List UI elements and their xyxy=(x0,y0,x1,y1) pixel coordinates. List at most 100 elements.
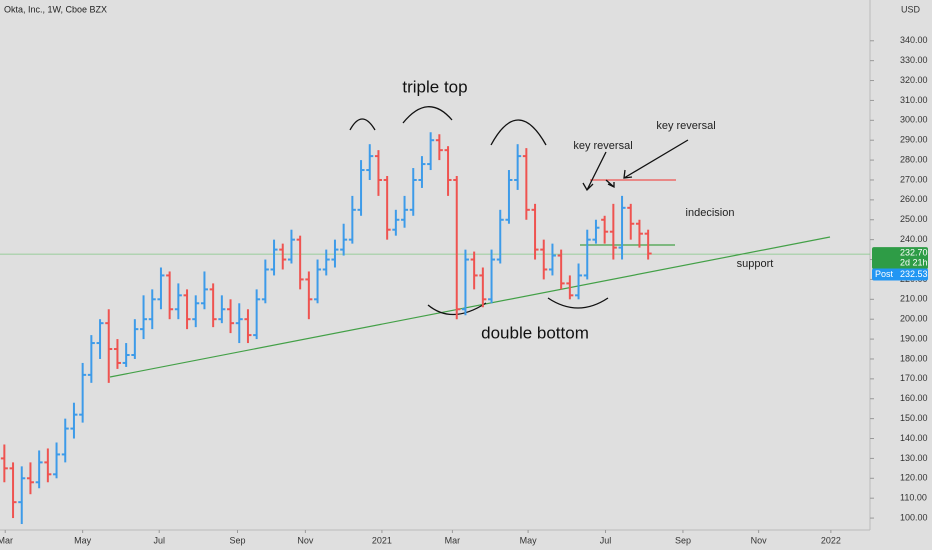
ohlc-bar xyxy=(314,259,322,304)
ohlc-bar xyxy=(444,146,452,196)
ohlc-bar xyxy=(357,160,365,216)
ohlc-bar xyxy=(340,223,348,256)
ohlc-bar xyxy=(209,283,217,328)
y-tick-label: 110.00 xyxy=(900,493,927,503)
ohlc-bar xyxy=(479,267,487,308)
ohlc-bar xyxy=(122,343,130,367)
annotation: support xyxy=(737,258,774,270)
ohlc-bar xyxy=(296,235,304,290)
ohlc-bar xyxy=(166,271,174,320)
ohlc-bar xyxy=(244,309,252,344)
ohlc-bar xyxy=(96,319,104,359)
y-tick-label: 250.00 xyxy=(900,214,928,224)
y-tick-label: 170.00 xyxy=(900,373,928,383)
x-tick-label: 2022 xyxy=(821,535,841,545)
y-tick-label: 100.00 xyxy=(900,512,928,522)
ohlc-bar xyxy=(261,259,269,304)
annotation: double bottom xyxy=(481,323,589,342)
ohlc-bar xyxy=(192,295,200,328)
ohlc-bar xyxy=(0,444,8,483)
ohlc-bar xyxy=(305,271,313,320)
ohlc-bar xyxy=(87,335,95,383)
ohlc-bar xyxy=(601,215,609,244)
y-tick-label: 320.00 xyxy=(900,75,928,85)
ohlc-bar xyxy=(557,249,565,290)
pattern-arcs xyxy=(349,106,689,316)
last-price-box xyxy=(872,247,928,270)
y-tick-label: 120.00 xyxy=(900,473,928,483)
ohlc-bar xyxy=(148,289,156,330)
ohlc-bar xyxy=(61,418,69,463)
y-tick-label: 130.00 xyxy=(900,453,928,463)
ohlc-bar xyxy=(140,295,148,340)
x-tick-label: May xyxy=(520,535,538,545)
ohlc-bar xyxy=(583,229,591,280)
post-box xyxy=(872,268,928,281)
annotation: key reversal xyxy=(573,140,632,152)
y-tick-label: 260.00 xyxy=(900,194,928,204)
ohlc-bar xyxy=(383,176,391,240)
ohlc-bar xyxy=(374,150,382,196)
ohlc-bar xyxy=(322,249,330,276)
y-tick-label: 140.00 xyxy=(900,433,928,443)
ohlc-bar xyxy=(470,251,478,290)
ohlc-bar xyxy=(531,203,539,260)
ohlc-bar xyxy=(496,209,504,264)
ohlc-bar xyxy=(435,134,443,161)
ohlc-bar xyxy=(488,249,496,304)
ohlc-bar xyxy=(105,309,113,383)
ohlc-bar xyxy=(174,283,182,320)
post-price-label: 232.53 xyxy=(900,269,928,279)
y-tick-label: 160.00 xyxy=(900,393,928,403)
x-tick-label: Sep xyxy=(675,535,691,545)
ohlc-bar xyxy=(366,144,374,180)
ohlc-bar xyxy=(270,239,278,276)
y-tick-label: 210.00 xyxy=(900,294,928,304)
y-tick-label: 180.00 xyxy=(900,353,928,363)
ohlc-bar xyxy=(609,203,617,260)
y-tick-label: 300.00 xyxy=(900,115,928,125)
ohlc-bar xyxy=(566,275,574,300)
ohlc-bar xyxy=(453,176,461,320)
ohlc-bar xyxy=(514,144,522,190)
ohlc-bar xyxy=(427,132,435,171)
ohlc-bar xyxy=(200,271,208,310)
ohlc-bar xyxy=(18,466,26,525)
y-tick-label: 240.00 xyxy=(900,234,928,244)
chart-title: Okta, Inc., 1W, Cboe BZX xyxy=(4,4,107,14)
last-price-label: 232.70 xyxy=(900,248,928,258)
x-tick-label: Jul xyxy=(153,535,165,545)
ohlc-bar xyxy=(44,448,52,483)
x-tick-label: Nov xyxy=(751,535,768,545)
x-tick-label: Nov xyxy=(297,535,314,545)
ohlc-bar xyxy=(392,209,400,236)
y-tick-label: 190.00 xyxy=(900,333,928,343)
x-tick-label: Sep xyxy=(230,535,246,545)
ohlc-bar xyxy=(331,239,339,268)
ohlc-bar xyxy=(35,450,43,489)
ohlc-bar xyxy=(575,263,583,300)
ohlc-bar xyxy=(218,295,226,324)
y-tick-label: 310.00 xyxy=(900,95,928,105)
y-tick-label: 270.00 xyxy=(900,174,928,184)
ohlc-bar xyxy=(70,402,78,439)
ohlc-bar xyxy=(418,156,426,188)
y-tick-label: 330.00 xyxy=(900,55,928,65)
y-tick-label: 280.00 xyxy=(900,154,928,164)
ohlc-bar xyxy=(548,243,556,276)
y-tick-label: 150.00 xyxy=(900,413,928,423)
ohlc-bar xyxy=(157,267,165,310)
y-tick-label: 340.00 xyxy=(900,35,928,45)
ohlc-bar xyxy=(540,239,548,280)
ohlc-bar xyxy=(592,219,600,244)
ohlc-bar xyxy=(409,168,417,216)
ohlc-bar xyxy=(461,249,469,316)
y-tick-label: 290.00 xyxy=(900,135,928,145)
annotation: triple top xyxy=(402,77,467,96)
ohlc-bar xyxy=(183,289,191,330)
annotation: indecision xyxy=(686,207,735,219)
x-tick-label: May xyxy=(74,535,92,545)
currency: USD xyxy=(901,4,921,14)
ohlc-bar xyxy=(113,339,121,369)
countdown: 2d 21h xyxy=(900,258,928,268)
